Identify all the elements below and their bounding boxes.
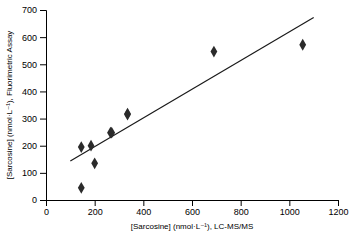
x-tick-label: 1000 xyxy=(280,207,300,217)
point xyxy=(211,46,218,58)
y-axis-line xyxy=(40,11,47,201)
y-tick-mark xyxy=(40,146,46,147)
plot: 0 200 400 600 800 1000 1200 0 100 200 300 400 500 600… xyxy=(22,5,349,217)
x-tick-label: 200 xyxy=(88,207,103,217)
x-tick: 400 xyxy=(136,200,151,217)
y-tick: 700 xyxy=(22,5,46,15)
point xyxy=(91,157,98,169)
y-tick-mark xyxy=(40,91,46,92)
y-tick-mark xyxy=(40,200,46,201)
point xyxy=(124,108,131,120)
x-tick-label: 0 xyxy=(44,207,49,217)
x-tick-mark xyxy=(289,200,290,206)
y-axis: 0 100 200 300 400 500 600 700 xyxy=(22,5,47,205)
y-axis-title: [Sarcosine] (nmol·L⁻¹), Fluorimetric Ass… xyxy=(5,31,14,180)
y-tick-mark xyxy=(40,37,46,38)
point xyxy=(78,182,85,194)
y-tick-mark xyxy=(40,64,46,65)
x-tick-label: 600 xyxy=(185,207,200,217)
fit-line xyxy=(70,18,313,161)
marks xyxy=(70,18,313,194)
x-tick-mark xyxy=(192,200,193,206)
y-tick-label: 100 xyxy=(22,168,37,178)
point xyxy=(124,109,131,121)
x-tick-label: 1200 xyxy=(328,207,348,217)
x-tick: 1000 xyxy=(280,200,300,217)
point xyxy=(88,140,95,152)
chart: 0 200 400 600 800 1000 1200 0 100 200 300 400 500 600… xyxy=(0,0,354,234)
x-tick-mark xyxy=(95,200,96,206)
y-tick: 300 xyxy=(22,114,46,124)
x-tick: 600 xyxy=(185,200,200,217)
y-tick-label: 0 xyxy=(32,195,37,205)
y-tick-label: 700 xyxy=(22,5,37,15)
x-tick: 800 xyxy=(234,200,249,217)
point xyxy=(78,141,85,153)
x-tick: 200 xyxy=(88,200,103,217)
y-tick: 400 xyxy=(22,87,46,97)
point xyxy=(108,127,115,139)
y-tick: 200 xyxy=(22,141,46,151)
x-tick-label: 800 xyxy=(234,207,249,217)
points xyxy=(78,39,306,194)
x-tick: 1200 xyxy=(328,200,348,217)
y-tick-mark xyxy=(40,10,46,11)
y-tick: 100 xyxy=(22,168,46,178)
x-axis: 0 200 400 600 800 1000 1200 xyxy=(44,200,349,217)
y-tick: 500 xyxy=(22,60,46,70)
x-tick: 0 xyxy=(44,200,49,217)
x-tick-mark xyxy=(338,200,339,206)
y-tick-label: 400 xyxy=(22,87,37,97)
x-tick-mark xyxy=(143,200,144,206)
y-tick-label: 300 xyxy=(22,114,37,124)
x-axis-line xyxy=(47,201,339,207)
x-axis-title: [Sarcosine] (nmol·L⁻¹), LC-MS/MS xyxy=(131,222,253,231)
y-tick-mark xyxy=(40,173,46,174)
y-tick-label: 200 xyxy=(22,141,37,151)
y-tick: 0 xyxy=(32,195,46,205)
x-tick-mark xyxy=(241,200,242,206)
y-tick-label: 500 xyxy=(22,60,37,70)
y-tick-label: 600 xyxy=(22,33,37,43)
point xyxy=(299,39,306,51)
y-tick: 600 xyxy=(22,33,46,43)
x-tick-label: 400 xyxy=(136,207,151,217)
y-tick-mark xyxy=(40,119,46,120)
